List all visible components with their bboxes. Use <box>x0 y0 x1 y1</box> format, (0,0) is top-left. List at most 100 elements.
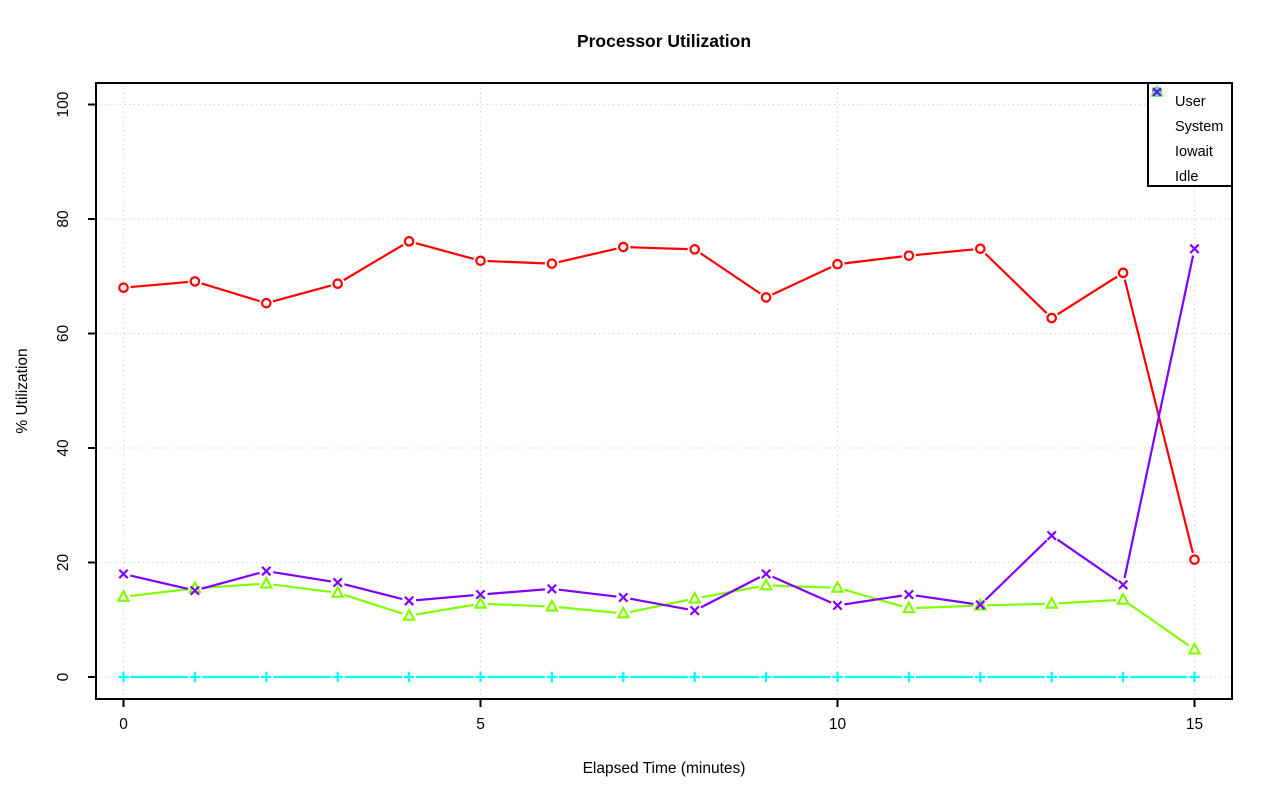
series-segment <box>343 243 404 282</box>
triangle-marker-icon <box>687 590 702 604</box>
x-tick-label: 5 <box>476 716 485 733</box>
triangle-marker-icon <box>259 575 274 589</box>
series-segment <box>273 583 331 594</box>
x-axis-label: Elapsed Time (minutes) <box>582 760 746 777</box>
circle-marker-icon <box>546 258 558 269</box>
circle-marker-icon <box>1189 554 1200 565</box>
series-segment <box>984 252 1048 314</box>
triangle-marker-icon <box>973 597 988 611</box>
circle-marker-icon <box>974 243 986 255</box>
chart-title: Processor Utilization <box>576 31 752 51</box>
x-marker-icon <box>546 583 557 594</box>
circle-marker-icon <box>403 236 415 247</box>
legend-item-system: System <box>1149 84 1231 140</box>
triangle-marker-icon <box>473 595 488 609</box>
legend: User System Iowait Idle <box>1147 82 1233 187</box>
x-glyph <box>1152 87 1162 97</box>
series-segment <box>915 594 974 605</box>
plus-marker-icon <box>118 671 129 683</box>
y-tick-label: 40 <box>55 439 72 457</box>
series-segment <box>844 594 903 606</box>
x-marker-icon <box>475 589 486 600</box>
series-segment <box>344 593 403 615</box>
plus-marker-icon <box>403 671 415 683</box>
legend-item-idle: Idle <box>1149 87 1231 190</box>
series-segment <box>699 252 761 295</box>
plus-marker-icon <box>903 671 915 683</box>
x-marker-icon <box>761 568 772 579</box>
y-tick-label: 100 <box>55 91 72 117</box>
plus-marker-icon <box>189 671 201 683</box>
legend-label: Iowait <box>1175 144 1213 161</box>
x-marker-icon <box>261 566 272 577</box>
series-segment <box>771 266 832 296</box>
circle-marker-icon <box>118 282 129 293</box>
x-marker-icon <box>332 577 343 588</box>
series-segment <box>130 588 189 598</box>
x-marker-icon <box>975 599 986 610</box>
series-segment <box>558 588 617 598</box>
circle-marker-icon <box>475 255 486 267</box>
circle-marker-icon <box>903 250 915 261</box>
circle-marker-icon <box>689 244 700 255</box>
plus-marker-icon <box>332 671 343 683</box>
series-segment <box>1056 538 1118 582</box>
series-segment <box>415 242 475 261</box>
series-system <box>116 575 1202 655</box>
plus-marker-icon <box>1189 671 1200 683</box>
circle-marker-icon <box>1046 312 1057 324</box>
series-segment <box>915 604 974 610</box>
series-segment <box>130 574 189 591</box>
triangle-marker-icon <box>402 607 417 621</box>
x-marker-icon <box>1118 579 1129 590</box>
circle-marker-icon <box>260 297 272 309</box>
triangle-marker-icon <box>544 598 559 612</box>
plus-marker-icon <box>760 671 772 683</box>
plus-marker-icon <box>975 671 986 683</box>
series-segment <box>915 248 974 257</box>
series-segment <box>130 280 189 289</box>
x-marker-icon <box>1046 530 1057 541</box>
plus-marker-icon <box>618 671 629 683</box>
circle-marker-icon <box>617 241 629 253</box>
x-marker-icon <box>404 595 415 606</box>
gridlines <box>96 83 1232 699</box>
series-segment <box>558 247 617 264</box>
plus-marker-icon <box>689 671 700 683</box>
circle-marker-icon <box>760 292 772 303</box>
circle-marker-icon <box>189 276 201 287</box>
series-segment <box>201 282 260 303</box>
plus-marker-icon <box>832 671 843 683</box>
series-segment <box>487 588 546 596</box>
triangle-marker-icon <box>330 584 345 598</box>
circle-marker-icon <box>332 278 343 289</box>
circle-marker-icon <box>1117 267 1129 279</box>
x-marker-icon <box>689 605 700 616</box>
series-segment <box>415 603 474 616</box>
series-segment <box>700 576 761 609</box>
triangle-marker-icon <box>1187 641 1202 655</box>
series-segment <box>487 259 545 265</box>
x-marker-icon <box>832 600 843 611</box>
triangle-marker-icon <box>616 605 631 619</box>
plot-border <box>95 82 1233 700</box>
x-marker-icon <box>618 592 629 603</box>
triangle-marker-icon <box>901 600 916 614</box>
triangle-marker-icon <box>759 577 774 591</box>
y-tick-label: 0 <box>55 672 72 681</box>
triangle-marker-icon <box>1116 591 1131 605</box>
series-segment <box>1058 599 1117 605</box>
series-segment <box>629 597 689 611</box>
series-segment <box>558 606 617 614</box>
series-segment <box>415 594 474 602</box>
x-marker-icon <box>118 568 129 579</box>
triangle-marker-icon <box>1044 595 1059 609</box>
series-segment <box>773 584 831 589</box>
x-marker-icon <box>189 585 200 596</box>
plus-marker-icon <box>475 671 486 683</box>
series-segment <box>843 588 903 608</box>
legend-label: Idle <box>1175 169 1199 186</box>
y-tick-label: 80 <box>55 210 72 228</box>
circle-marker-icon <box>832 258 843 270</box>
